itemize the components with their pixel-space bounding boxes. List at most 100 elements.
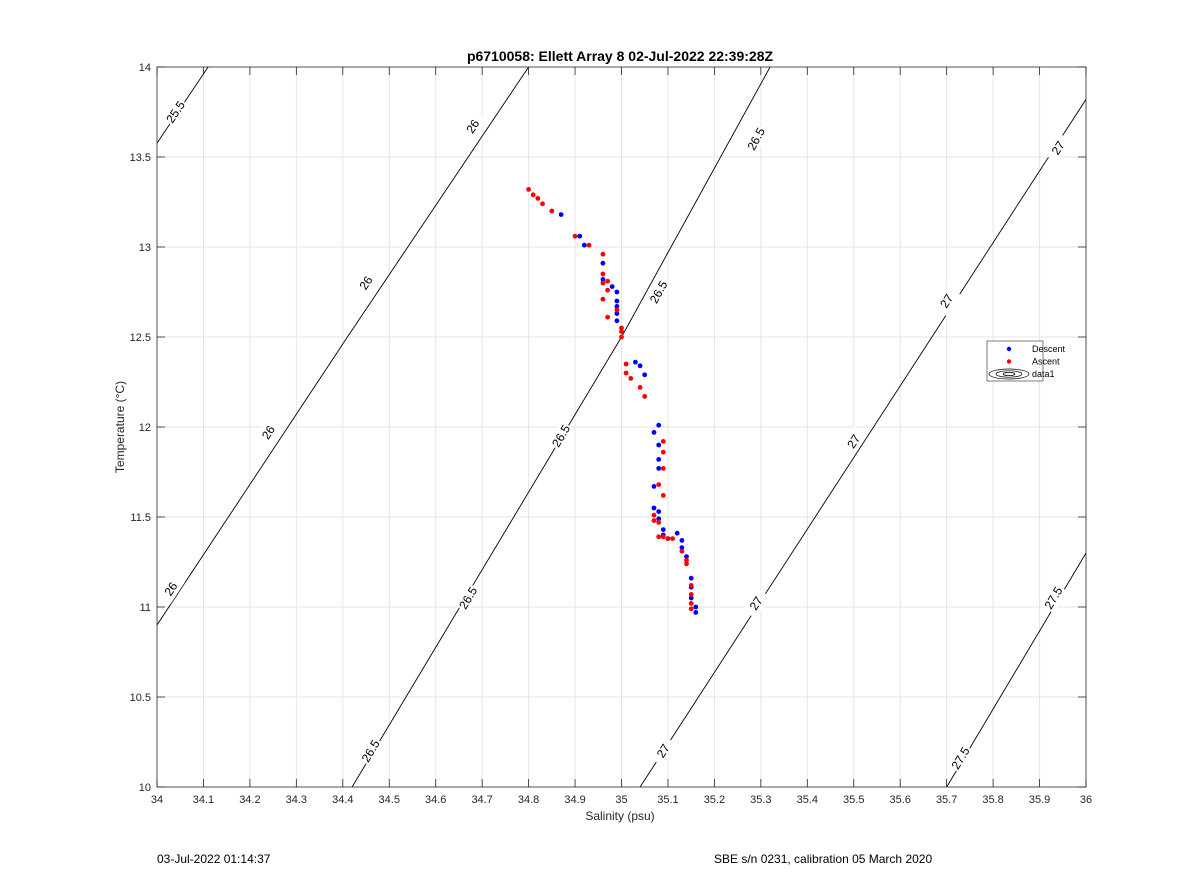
y-tick-label: 13: [139, 242, 151, 254]
data-point: [670, 536, 675, 541]
data-point: [642, 394, 648, 399]
contour-label-bg: [352, 267, 380, 299]
x-tick-label: 35.6: [889, 794, 910, 806]
x-tick-label: 35.2: [704, 794, 725, 806]
legend-contour-icon: [995, 370, 1023, 378]
contour-label-bg: [1044, 132, 1072, 164]
data-point: [623, 370, 629, 376]
data-point: [660, 449, 666, 455]
x-tick-label: 34.9: [564, 794, 585, 806]
data-point: [526, 187, 531, 192]
contour-line: [157, 67, 529, 626]
contour-label-bg: [839, 426, 868, 457]
data-point: [688, 595, 694, 601]
x-tick-label: 35.8: [982, 794, 1003, 806]
x-tick-label: 35.9: [1029, 794, 1050, 806]
legend-marker: [1006, 359, 1012, 364]
data-point: [656, 509, 662, 514]
data-point: [651, 430, 657, 435]
x-tick-label: 34.8: [518, 794, 539, 806]
data-point: [656, 466, 662, 471]
data-point: [684, 557, 689, 563]
data-point: [651, 518, 657, 523]
data-point: [619, 334, 624, 340]
legend-label: Ascent: [1032, 357, 1060, 367]
contour-label-bg: [649, 735, 678, 767]
data-point: [619, 329, 624, 334]
x-tick-label: 34.7: [471, 794, 492, 806]
x-tick-label: 35: [615, 794, 627, 806]
data-point: [688, 606, 694, 612]
legend-marker: [1006, 346, 1012, 352]
legend-contour-icon: [988, 368, 1030, 380]
contour-label-bg: [458, 111, 487, 142]
data-point: [656, 534, 662, 540]
data-point: [688, 592, 694, 597]
contour-label-bg: [932, 285, 961, 317]
data-point: [530, 192, 536, 198]
x-tick-label: 35.5: [843, 794, 864, 806]
contour-label-bg: [645, 276, 672, 308]
series-descent: [558, 212, 699, 615]
legend-contour-icon: [1002, 372, 1016, 376]
data-point: [540, 201, 545, 207]
data-point: [577, 233, 583, 239]
data-point: [656, 520, 662, 525]
data-point: [605, 278, 610, 284]
data-point: [693, 610, 699, 615]
data-point: [656, 516, 662, 522]
data-point: [660, 466, 666, 471]
data-point: [665, 536, 671, 541]
x-axis-label: Salinity (psu): [585, 809, 654, 823]
data-point: [651, 505, 657, 511]
y-tick-label: 12: [139, 422, 151, 434]
footer-timestamp: 03-Jul-2022 01:14:37: [157, 852, 271, 866]
data-point: [572, 233, 578, 239]
data-point: [549, 208, 555, 214]
legend: Descent Ascent data1: [986, 340, 1066, 382]
legend-label: Descent: [1032, 344, 1066, 354]
data-point: [684, 561, 689, 567]
data-point: [605, 314, 610, 320]
chart-title: p6710058: Ellett Array 8 02-Jul-2022 22:…: [467, 48, 774, 64]
plot-area: 25.52626262626.526.526.526.526.527272727…: [130, 62, 1093, 806]
contour-label-bg: [454, 582, 482, 614]
data-point: [651, 512, 657, 518]
x-tick-label: 34: [151, 794, 163, 806]
data-point: [660, 439, 666, 444]
data-point: [651, 484, 657, 489]
data-point: [614, 311, 620, 316]
data-point: [679, 545, 685, 550]
data-point: [656, 442, 662, 448]
data-point: [642, 372, 648, 378]
data-point: [586, 242, 592, 248]
data-point: [660, 534, 666, 540]
contour-label-bg: [742, 588, 770, 619]
x-tick-label: 34.2: [239, 794, 260, 806]
x-tick-label: 34.1: [193, 794, 214, 806]
data-point: [614, 304, 620, 309]
y-tick-label: 11.5: [130, 512, 151, 524]
data-point: [660, 527, 666, 532]
contour-label-bg: [161, 96, 190, 128]
x-tick-label: 35.3: [750, 794, 771, 806]
contour-label-bg: [357, 735, 385, 767]
data-point: [693, 604, 699, 610]
data-point: [656, 482, 662, 487]
data-point: [623, 361, 629, 367]
x-tick-label: 35.4: [797, 794, 818, 806]
data-point: [605, 287, 610, 293]
data-point: [656, 457, 662, 462]
x-tick-label: 35.7: [936, 794, 957, 806]
data-point: [614, 289, 620, 295]
x-tick-label: 36: [1080, 794, 1092, 806]
contour-label-bg: [547, 420, 575, 452]
data-point: [558, 212, 564, 218]
legend-label: data1: [1032, 369, 1055, 379]
x-tick-label: 34.6: [425, 794, 446, 806]
contour-line: [639, 99, 1086, 787]
data-point: [679, 548, 685, 554]
y-tick-label: 13.5: [130, 152, 151, 164]
data-point: [660, 493, 666, 498]
